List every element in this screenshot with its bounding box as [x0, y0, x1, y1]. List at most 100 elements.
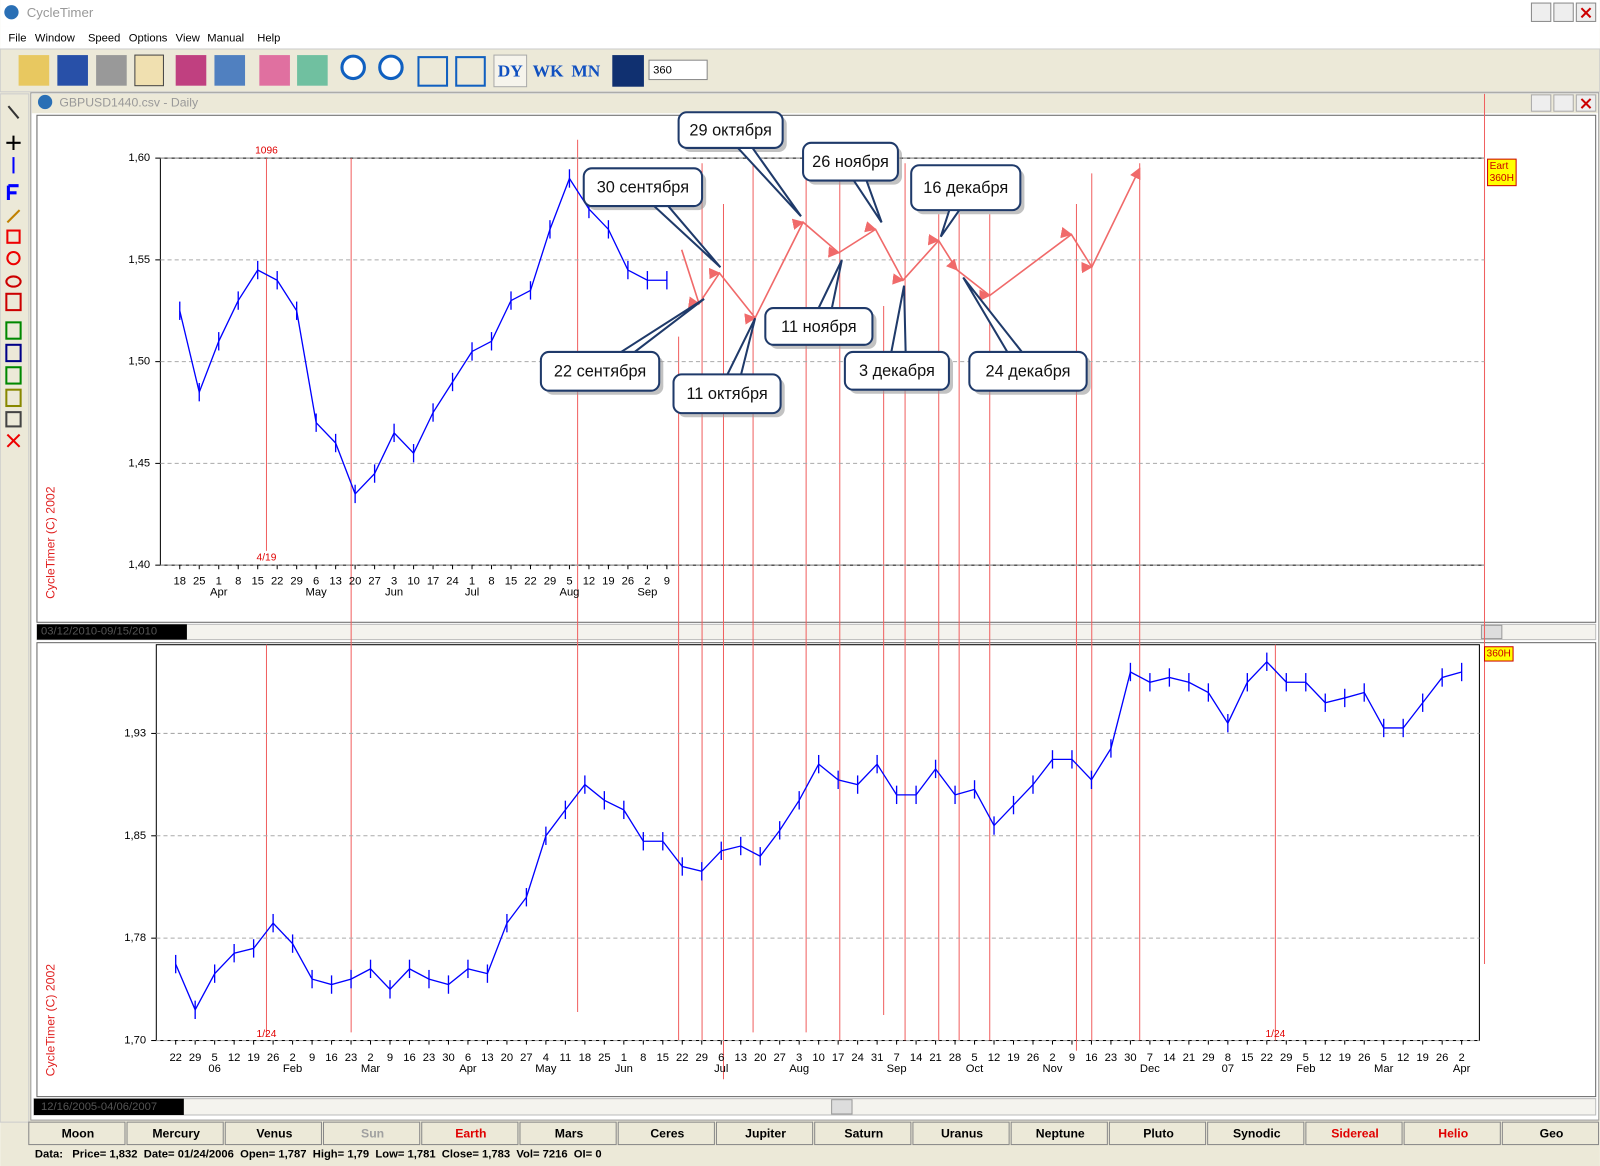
bottom-scrollbar[interactable]: [33, 1098, 1597, 1116]
x-tick-label: 24: [446, 575, 458, 587]
callout-text: 11 ноября: [781, 318, 856, 336]
menu-item[interactable]: Help: [257, 33, 280, 45]
top-range-box: [36, 624, 187, 640]
ptw-tool[interactable]: [5, 366, 22, 385]
clipboard-button[interactable]: [134, 54, 164, 87]
callout-box: [968, 350, 1088, 392]
planet-tab[interactable]: [224, 1121, 322, 1146]
pencil-tool[interactable]: [6, 209, 21, 224]
x-tick-label: 19: [247, 1052, 259, 1064]
planet-tab[interactable]: [1207, 1121, 1305, 1146]
planet-tab[interactable]: [1305, 1121, 1403, 1146]
ellipse-tool[interactable]: [5, 275, 22, 288]
planet-tab[interactable]: [1501, 1121, 1600, 1146]
x-tick-label: 21: [1183, 1052, 1195, 1064]
planet-tab[interactable]: [1403, 1121, 1501, 1146]
menu-item[interactable]: Window: [35, 33, 76, 45]
side-tools: [5, 105, 22, 448]
eraser-button[interactable]: [259, 55, 290, 86]
planet-tab[interactable]: [322, 1121, 421, 1146]
x-tick-label: 2: [644, 575, 650, 587]
planet-tab[interactable]: [1010, 1121, 1108, 1146]
menu-item[interactable]: Manual: [207, 33, 244, 45]
x-tick-label: 12: [1319, 1052, 1331, 1064]
side-toolbar: [0, 93, 30, 1123]
menu: File Window Speed Options View Manual Help: [8, 33, 280, 45]
bottom-scroll-thumb[interactable]: [831, 1099, 853, 1115]
callout-text: 30 сентября: [597, 179, 689, 197]
doc-restore[interactable]: [1553, 94, 1574, 112]
fib-tool[interactable]: [6, 184, 19, 200]
circle-tool[interactable]: [6, 250, 21, 266]
delete-tool[interactable]: [6, 433, 21, 448]
badge-text: 360H: [1487, 649, 1511, 660]
month-label: Mar: [1374, 1063, 1394, 1075]
x-tick-label: 18: [174, 575, 186, 587]
x-tick-label: 6: [465, 1052, 471, 1064]
x-tick-label: 26: [622, 575, 634, 587]
planet-tab[interactable]: [126, 1121, 224, 1146]
planet-tab-label: Helio: [1438, 1127, 1468, 1141]
planet-tab[interactable]: [28, 1121, 126, 1146]
period-button[interactable]: [493, 54, 528, 88]
planet-tab-label: Neptune: [1036, 1127, 1085, 1141]
select-tool[interactable]: [7, 105, 20, 119]
planet-tab[interactable]: [421, 1121, 519, 1146]
period-input[interactable]: [648, 59, 708, 81]
period-button-label: MN: [571, 61, 600, 80]
x-tick-label: 26: [1358, 1052, 1370, 1064]
callout-box: [582, 167, 704, 208]
planet-tab[interactable]: [1108, 1121, 1207, 1146]
menu-item[interactable]: Options: [129, 33, 168, 45]
doc-icon: [37, 94, 53, 110]
callout-text: 11 октября: [686, 385, 767, 403]
zoom-out-button[interactable]: [378, 54, 404, 81]
chart-button[interactable]: [297, 55, 328, 86]
gann-tool[interactable]: [5, 388, 22, 408]
x-tick-label: 17: [427, 575, 439, 587]
minimize-button[interactable]: [1530, 2, 1552, 22]
zoom-in-button[interactable]: [340, 54, 366, 81]
planet-tab[interactable]: [617, 1121, 715, 1146]
expand-button[interactable]: [417, 56, 449, 87]
print-button[interactable]: [96, 55, 127, 86]
x-tick-label: 20: [754, 1052, 766, 1064]
x-tick-label: 3: [796, 1052, 802, 1064]
bars-button[interactable]: [175, 55, 207, 86]
sheet-button[interactable]: [214, 55, 246, 86]
range-label: 03/12/2010-09/15/2010: [41, 625, 157, 637]
menu-item[interactable]: View: [176, 33, 201, 45]
x-tick-label: 2: [289, 1052, 295, 1064]
top-scroll-thumb[interactable]: [1480, 624, 1503, 640]
price-tool[interactable]: [5, 321, 22, 340]
callout-box: [843, 350, 950, 391]
callout-box: [802, 141, 899, 182]
restore-button[interactable]: [1553, 2, 1574, 22]
crosshair-tool[interactable]: [6, 135, 21, 150]
planet-tab[interactable]: [912, 1121, 1010, 1146]
text-tool[interactable]: [5, 292, 22, 312]
rect-tool[interactable]: [6, 229, 21, 244]
time-tool[interactable]: [5, 343, 22, 363]
x-tick-label: 30: [442, 1052, 454, 1064]
copy-tool[interactable]: [5, 411, 22, 428]
globe-button[interactable]: [612, 55, 644, 87]
x-tick-label: 12: [988, 1052, 1000, 1064]
x-tick-label: 26: [1027, 1052, 1039, 1064]
save-button[interactable]: [57, 55, 88, 86]
month-label: Feb: [1296, 1063, 1315, 1075]
open-button[interactable]: [18, 55, 50, 86]
planet-tab[interactable]: [519, 1121, 617, 1146]
top-scrollbar[interactable]: [36, 623, 1597, 641]
x-tick-label: 19: [1007, 1052, 1019, 1064]
planet-tab[interactable]: [715, 1121, 814, 1146]
menu-item[interactable]: File: [8, 33, 26, 45]
planet-tab[interactable]: [814, 1121, 912, 1146]
compress-button[interactable]: [455, 56, 486, 87]
y-tick-label: 1,50: [128, 356, 150, 368]
doc-minimize[interactable]: [1530, 94, 1552, 112]
planet-tab-label: Geo: [1540, 1127, 1564, 1141]
menu-item[interactable]: Speed: [88, 33, 120, 45]
month-label: Jul: [714, 1063, 728, 1075]
x-tick-label: 15: [505, 575, 517, 587]
